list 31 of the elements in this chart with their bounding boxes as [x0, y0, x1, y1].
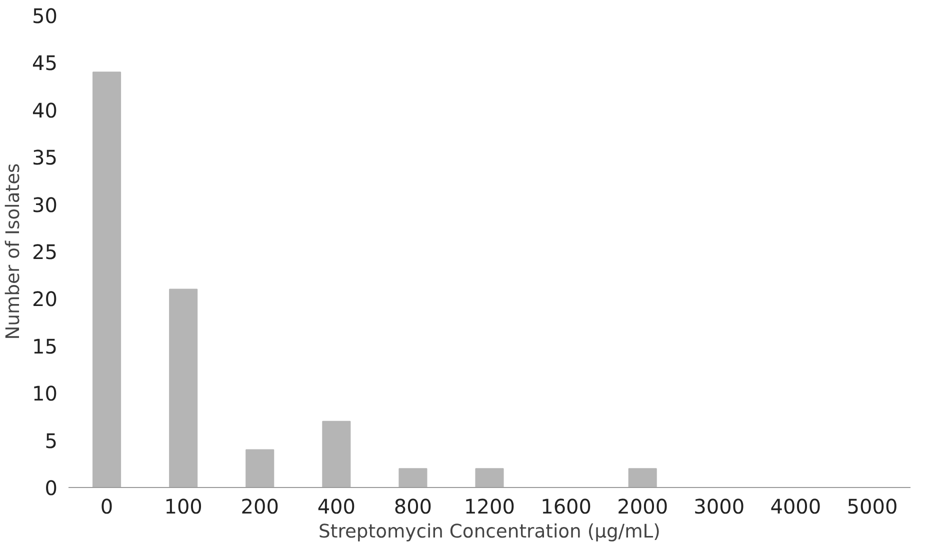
y-axis-title: Number of Isolates [3, 163, 24, 340]
bar [475, 468, 504, 488]
x-axis-title: Streptomycin Concentration (µg/mL) [318, 522, 660, 542]
y-tick-label: 25 [32, 240, 58, 264]
y-tick-label: 45 [32, 51, 58, 76]
y-tick-label: 50 [32, 4, 58, 28]
y-tick-label: 0 [44, 476, 58, 500]
x-tick-label: 1600 [540, 494, 592, 518]
x-tick-label: 100 [164, 494, 202, 518]
x-tick-label: 200 [240, 494, 279, 518]
x-tick-label: 3000 [694, 494, 745, 518]
y-tick-label: 35 [32, 146, 58, 170]
y-tick-label: 10 [32, 382, 58, 406]
x-tick-label: 400 [317, 494, 356, 518]
bar [398, 468, 428, 488]
y-tick-label: 30 [32, 192, 58, 217]
x-tick-label: 800 [394, 494, 432, 518]
bar [322, 420, 351, 488]
x-tick-label: 0 [100, 494, 114, 518]
y-tick-label: 40 [32, 98, 58, 122]
y-tick-label: 5 [44, 428, 58, 453]
bar [246, 449, 274, 488]
x-tick-label: 1200 [464, 494, 515, 518]
bar [92, 72, 122, 488]
x-tick-label: 2000 [617, 494, 668, 518]
x-tick-label: 5000 [846, 494, 898, 518]
bar [628, 468, 657, 488]
y-tick-label: 15 [32, 334, 58, 358]
x-tick-label: 4000 [770, 494, 822, 518]
y-tick-label: 20 [32, 287, 58, 312]
bar [169, 288, 198, 488]
